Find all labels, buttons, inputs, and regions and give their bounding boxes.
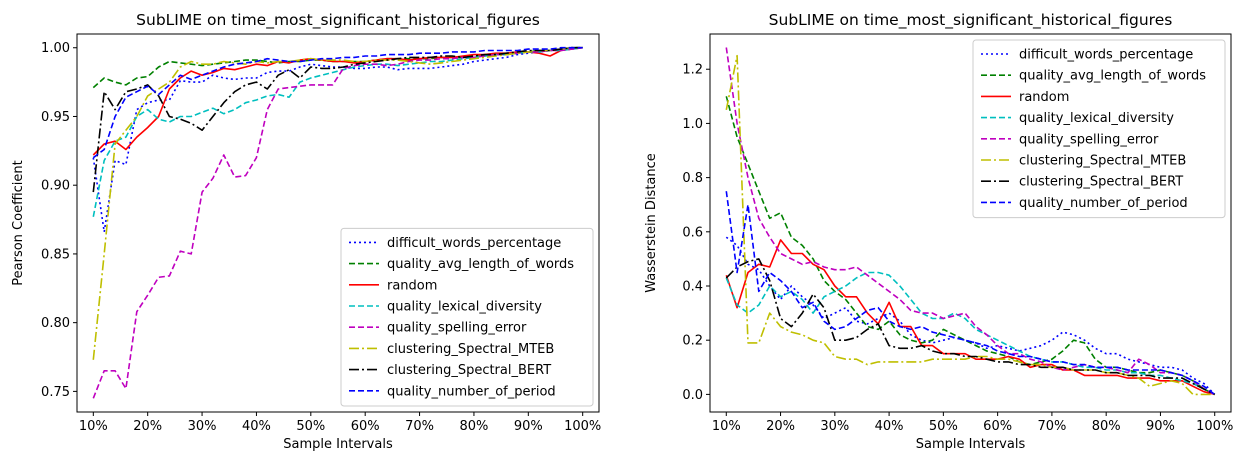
chart-title: SubLIME on time_most_significant_histori… bbox=[136, 11, 540, 30]
x-tick-label: 90% bbox=[514, 419, 543, 434]
x-axis-label: Sample Intervals bbox=[916, 437, 1026, 452]
x-axis-label: Sample Intervals bbox=[283, 437, 393, 452]
y-axis-label: Wasserstein Distance bbox=[644, 153, 659, 293]
legend-label: quality_spelling_error bbox=[387, 321, 527, 336]
y-tick-label: 0.80 bbox=[41, 316, 70, 331]
y-tick-label: 0.75 bbox=[41, 385, 70, 400]
chart-title: SubLIME on time_most_significant_histori… bbox=[769, 11, 1173, 30]
axes-frame bbox=[76, 33, 600, 413]
legend-label: difficult_words_percentage bbox=[1019, 48, 1193, 63]
y-tick-label: 0.4 bbox=[682, 280, 703, 295]
series-line-quality-avg-length-of-words bbox=[725, 96, 1216, 396]
y-tick-label: 0.85 bbox=[41, 247, 70, 262]
legend-label: random bbox=[1019, 90, 1069, 105]
y-tick-label: 0.95 bbox=[41, 110, 70, 125]
legend-label: quality_lexical_diversity bbox=[387, 300, 542, 315]
series-line-quality-lexical-diversity bbox=[725, 271, 1216, 396]
x-tick-label: 40% bbox=[875, 419, 904, 434]
x-tick-label: 60% bbox=[351, 419, 380, 434]
legend-label: quality_spelling_error bbox=[1019, 132, 1159, 147]
x-tick-label: 60% bbox=[983, 419, 1012, 434]
left-chart-pearson: SubLIME on time_most_significant_histori… bbox=[11, 11, 601, 452]
legend-label: clustering_Spectral_MTEB bbox=[387, 342, 554, 357]
x-tick-label: 50% bbox=[929, 419, 958, 434]
legend-label: clustering_Spectral_MTEB bbox=[1019, 154, 1186, 169]
legend-label: clustering_Spectral_BERT bbox=[387, 363, 551, 378]
y-axis-label: Pearson Coefficient bbox=[11, 160, 26, 285]
series-line-clustering-Spectral-BERT bbox=[92, 46, 583, 193]
series-line-quality-number-of-period bbox=[725, 191, 1216, 396]
y-tick-label: 1.00 bbox=[41, 41, 70, 56]
legend-box bbox=[972, 39, 1226, 219]
x-tick-label: 100% bbox=[564, 419, 601, 434]
series-line-clustering-Spectral-BERT bbox=[725, 258, 1216, 396]
legend: difficult_words_percentage quality_avg_le… bbox=[340, 227, 594, 407]
legend-label: quality_number_of_period bbox=[1019, 196, 1188, 211]
x-tick-label: 100% bbox=[1196, 419, 1233, 434]
x-tick-label: 10% bbox=[712, 419, 741, 434]
series-line-random bbox=[92, 46, 583, 156]
series-line-clustering-Spectral-MTEB bbox=[725, 54, 1215, 396]
legend-label: quality_lexical_diversity bbox=[1019, 111, 1174, 126]
right-chart-wasserstein: SubLIME on time_most_significant_histori… bbox=[644, 11, 1233, 452]
series-line-quality-lexical-diversity bbox=[92, 46, 583, 217]
legend-label: quality_avg_length_of_words bbox=[1019, 69, 1206, 84]
x-tick-label: 90% bbox=[1146, 419, 1175, 434]
legend-label: random bbox=[387, 278, 437, 293]
y-tick-label: 0.90 bbox=[41, 179, 70, 194]
x-tick-label: 80% bbox=[1092, 419, 1121, 434]
x-tick-label: 30% bbox=[188, 419, 217, 434]
legend-box bbox=[340, 227, 594, 407]
x-tick-label: 80% bbox=[459, 419, 488, 434]
y-tick-label: 1.0 bbox=[682, 117, 703, 132]
y-tick-label: 0.8 bbox=[682, 171, 703, 186]
series-line-difficult-words-percentage bbox=[725, 236, 1216, 395]
x-tick-label: 50% bbox=[296, 419, 325, 434]
series-line-quality-number-of-period bbox=[92, 46, 583, 159]
x-tick-label: 20% bbox=[766, 419, 795, 434]
x-tick-label: 70% bbox=[1037, 419, 1066, 434]
y-tick-label: 1.2 bbox=[682, 63, 703, 78]
x-tick-label: 20% bbox=[133, 419, 162, 434]
legend-label: quality_number_of_period bbox=[387, 384, 556, 399]
legend-label: difficult_words_percentage bbox=[387, 236, 561, 251]
axes-frame bbox=[709, 33, 1232, 413]
x-tick-label: 70% bbox=[405, 419, 434, 434]
series-line-clustering-Spectral-MTEB bbox=[92, 46, 583, 360]
y-tick-label: 0.0 bbox=[682, 388, 703, 403]
legend-label: quality_avg_length_of_words bbox=[387, 257, 574, 272]
x-tick-label: 40% bbox=[242, 419, 271, 434]
y-tick-label: 0.6 bbox=[682, 225, 703, 240]
legend-label: clustering_Spectral_BERT bbox=[1019, 175, 1183, 190]
x-tick-label: 30% bbox=[820, 419, 849, 434]
series-line-difficult-words-percentage bbox=[92, 46, 583, 233]
y-tick-label: 0.2 bbox=[682, 334, 703, 349]
x-tick-label: 10% bbox=[79, 419, 108, 434]
series-line-quality-spelling-error bbox=[725, 47, 1216, 396]
legend: difficult_words_percentage quality_avg_le… bbox=[972, 39, 1226, 219]
